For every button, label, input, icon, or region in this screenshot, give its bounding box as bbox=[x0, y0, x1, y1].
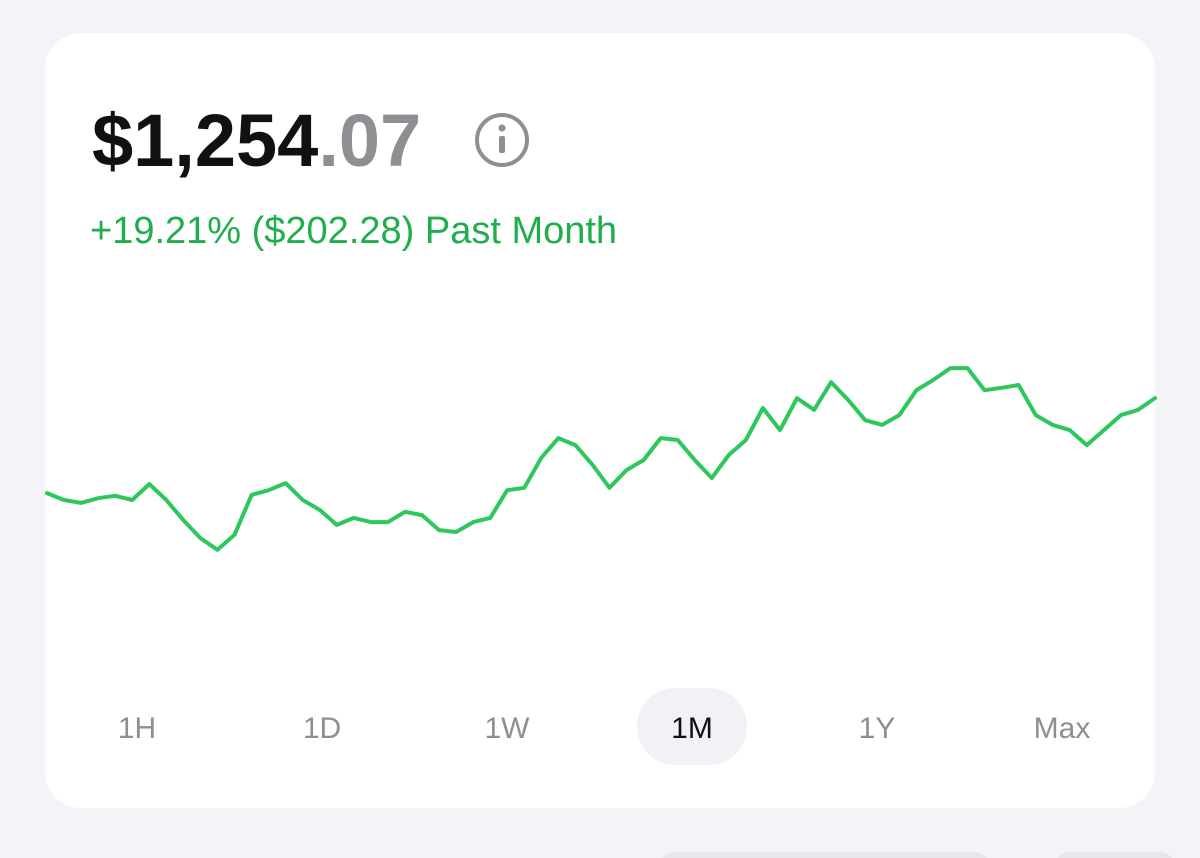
range-tab[interactable]: 1W bbox=[485, 712, 531, 745]
price-value: $1,254.07 bbox=[92, 99, 421, 182]
price-whole: $1,254 bbox=[92, 99, 318, 182]
range-tab[interactable]: 1Y bbox=[859, 712, 896, 745]
range-tabs: 1H 1D 1W 1M 1Y Max bbox=[118, 688, 1091, 765]
range-tab[interactable]: 1D bbox=[303, 712, 341, 745]
selected-tab-pill bbox=[637, 688, 747, 765]
bottom-control bbox=[1058, 852, 1172, 858]
range-tab[interactable]: Max bbox=[1034, 712, 1091, 745]
price-line bbox=[45, 366, 1157, 552]
change-text: +19.21% ($202.28) Past Month bbox=[90, 210, 617, 252]
range-tab[interactable]: 1M bbox=[671, 712, 713, 745]
bottom-control bbox=[663, 852, 987, 858]
card bbox=[45, 33, 1155, 808]
price-cents: .07 bbox=[318, 99, 421, 182]
info-icon[interactable] bbox=[475, 113, 529, 167]
chart bbox=[45, 366, 1157, 552]
range-tab[interactable]: 1H bbox=[118, 712, 156, 745]
